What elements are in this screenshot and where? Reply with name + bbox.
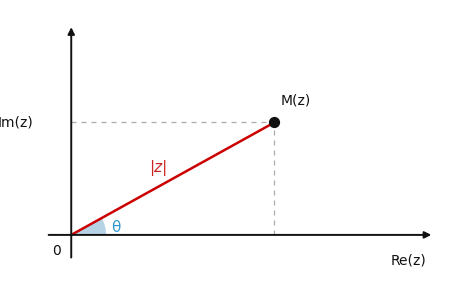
Text: |z|: |z| (149, 160, 167, 176)
Text: θ: θ (112, 220, 121, 235)
Wedge shape (71, 218, 106, 235)
Text: Im(z): Im(z) (0, 115, 33, 129)
Point (271, 120, 278, 125)
Text: 0: 0 (52, 244, 61, 258)
Text: Re(z): Re(z) (391, 253, 427, 267)
Text: M(z): M(z) (280, 94, 310, 108)
